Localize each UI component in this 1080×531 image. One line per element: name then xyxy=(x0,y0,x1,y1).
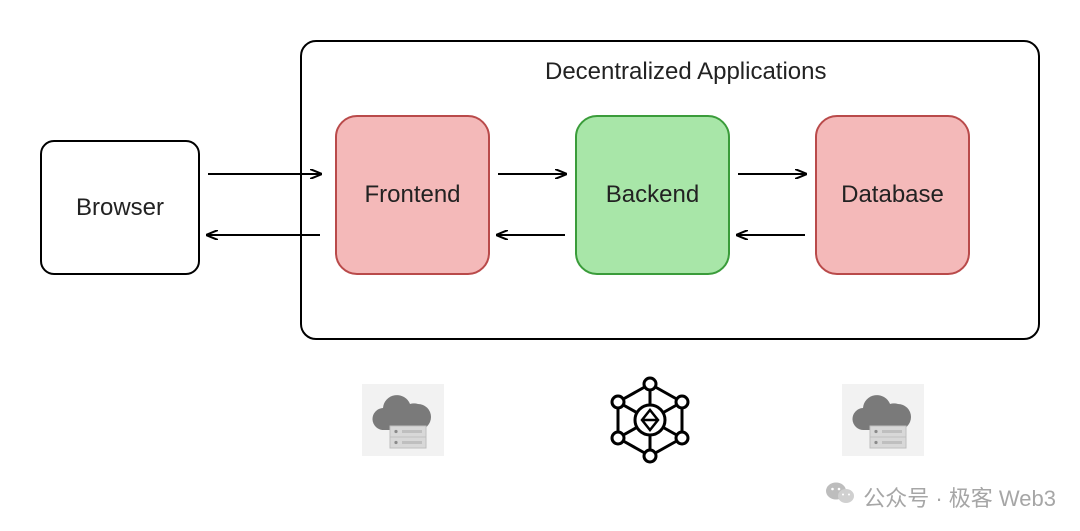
cloud-server-icon xyxy=(358,380,448,460)
node-database-label: Database xyxy=(841,181,944,209)
node-frontend-label: Frontend xyxy=(364,181,460,209)
node-frontend: Frontend xyxy=(335,115,490,275)
container-title: Decentralized Applications xyxy=(545,58,827,86)
blockchain-node-icon xyxy=(600,372,700,468)
node-browser-label: Browser xyxy=(76,194,164,222)
node-backend: Backend xyxy=(575,115,730,275)
node-database: Database xyxy=(815,115,970,275)
wechat-icon xyxy=(825,480,855,513)
node-backend-label: Backend xyxy=(606,181,699,209)
cloud-server-icon xyxy=(838,380,928,460)
watermark-text: 公众号 · 极客 Web3 xyxy=(863,481,1056,513)
node-browser: Browser xyxy=(40,140,200,275)
watermark: 公众号 · 极客 Web3 xyxy=(825,480,1056,513)
